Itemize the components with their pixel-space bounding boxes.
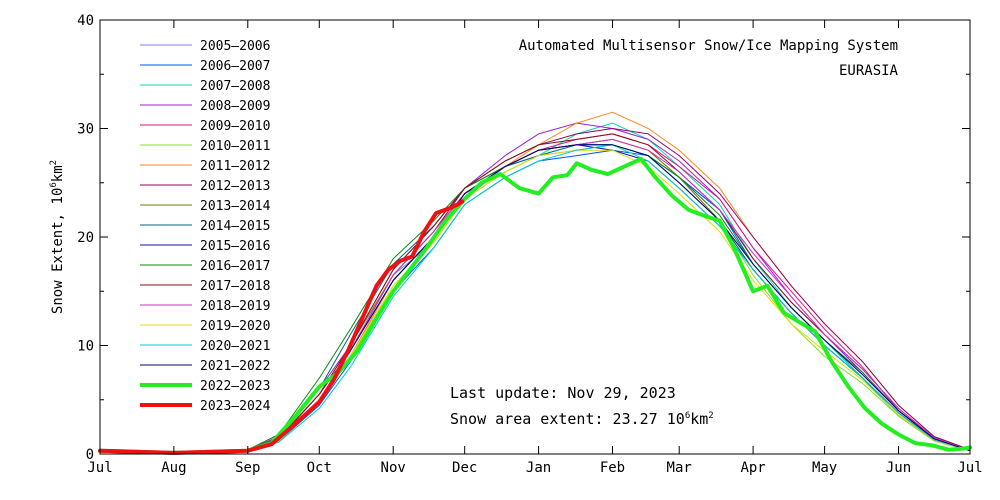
legend-item: 2020–2021 (140, 339, 270, 354)
legend-label: 2016–2017 (200, 259, 270, 274)
x-tick-label: Oct (307, 460, 332, 476)
y-axis-title: Snow Extent, 106km2 (49, 160, 66, 314)
legend-item: 2005–2006 (140, 39, 270, 54)
legend-item: 2012–2013 (140, 179, 270, 194)
series-line-2022–2023 (98, 156, 972, 455)
legend-label: 2013–2014 (200, 199, 271, 214)
legend-item: 2023–2024 (140, 399, 271, 414)
legend-item: 2013–2014 (140, 199, 271, 214)
x-tick-label: Jul (87, 460, 112, 476)
legend-label: 2022–2023 (200, 379, 270, 394)
x-tick-label: Aug (161, 460, 186, 476)
chart-title: Automated Multisensor Snow/Ice Mapping S… (519, 38, 898, 54)
legend-item: 2017–2018 (140, 279, 270, 294)
y-tick-label: 10 (77, 339, 94, 355)
legend-item: 2006–2007 (140, 59, 270, 74)
series-line-2020–2021 (99, 144, 971, 454)
snow-area-extent-label: Snow area extent: 23.27 106km2 (450, 410, 714, 428)
axis-ticks: Jul Aug Sep Oct Nov Dec Jan Feb Mar Apr May Jun Jul0… (77, 13, 983, 476)
chart-subtitle: EURASIA (839, 63, 899, 79)
x-tick-label: Apr (740, 460, 765, 476)
legend-item: 2008–2009 (140, 99, 270, 114)
legend-item: 2016–2017 (140, 259, 270, 274)
legend-label: 2012–2013 (200, 179, 270, 194)
legend-label: 2005–2006 (200, 39, 270, 54)
legend-label: 2010–2011 (200, 139, 270, 154)
legend-item: 2019–2020 (140, 319, 270, 334)
legend-label: 2018–2019 (200, 299, 270, 314)
x-tick-label: Feb (600, 460, 625, 476)
x-tick-label: May (812, 460, 837, 476)
legend-label: 2014–2015 (200, 219, 270, 234)
y-tick-label: 40 (77, 13, 94, 29)
legend-label: 2023–2024 (200, 399, 271, 414)
y-tick-label: 0 (86, 447, 94, 463)
x-tick-label: Mar (667, 460, 692, 476)
legend-label: 2011–2012 (200, 159, 270, 174)
y-tick-label: 20 (77, 230, 94, 246)
legend-label: 2015–2016 (200, 239, 270, 254)
legend: 2005–2006 2006–2007 2007–2008 2008–2009 2009… (140, 39, 271, 414)
legend-label: 2019–2020 (200, 319, 270, 334)
legend-item: 2009–2010 (140, 119, 270, 134)
legend-label: 2017–2018 (200, 279, 270, 294)
x-tick-label: Sep (235, 460, 260, 476)
legend-label: 2007–2008 (200, 79, 270, 94)
y-tick-label: 30 (77, 122, 94, 138)
x-tick-label: Jan (526, 460, 551, 476)
x-tick-label: Jun (886, 460, 911, 476)
legend-item: 2021–2022 (140, 359, 270, 374)
legend-label: 2021–2022 (200, 359, 270, 374)
legend-label: 2008–2009 (200, 99, 270, 114)
series-layer (98, 111, 972, 455)
legend-label: 2020–2021 (200, 339, 270, 354)
legend-label: 2009–2010 (200, 119, 270, 134)
legend-item: 2014–2015 (140, 219, 270, 234)
x-tick-label: Jul (957, 460, 982, 476)
legend-label: 2006–2007 (200, 59, 270, 74)
legend-item: 2022–2023 (140, 379, 270, 394)
last-update-label: Last update: Nov 29, 2023 (450, 384, 676, 402)
legend-item: 2015–2016 (140, 239, 270, 254)
series-line-2023–2024 (98, 199, 465, 455)
legend-item: 2010–2011 (140, 139, 270, 154)
legend-item: 2018–2019 (140, 299, 270, 314)
legend-item: 2007–2008 (140, 79, 270, 94)
legend-item: 2011–2012 (140, 159, 270, 174)
x-tick-label: Nov (381, 460, 406, 476)
x-tick-label: Dec (452, 460, 477, 476)
